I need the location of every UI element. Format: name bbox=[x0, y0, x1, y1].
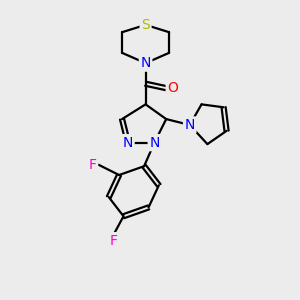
Text: N: N bbox=[184, 118, 195, 132]
Text: N: N bbox=[140, 56, 151, 70]
Text: O: O bbox=[167, 81, 178, 95]
Text: F: F bbox=[88, 158, 97, 172]
Text: N: N bbox=[123, 136, 133, 150]
Text: N: N bbox=[149, 136, 160, 150]
Text: S: S bbox=[141, 18, 150, 32]
Text: F: F bbox=[109, 234, 117, 248]
